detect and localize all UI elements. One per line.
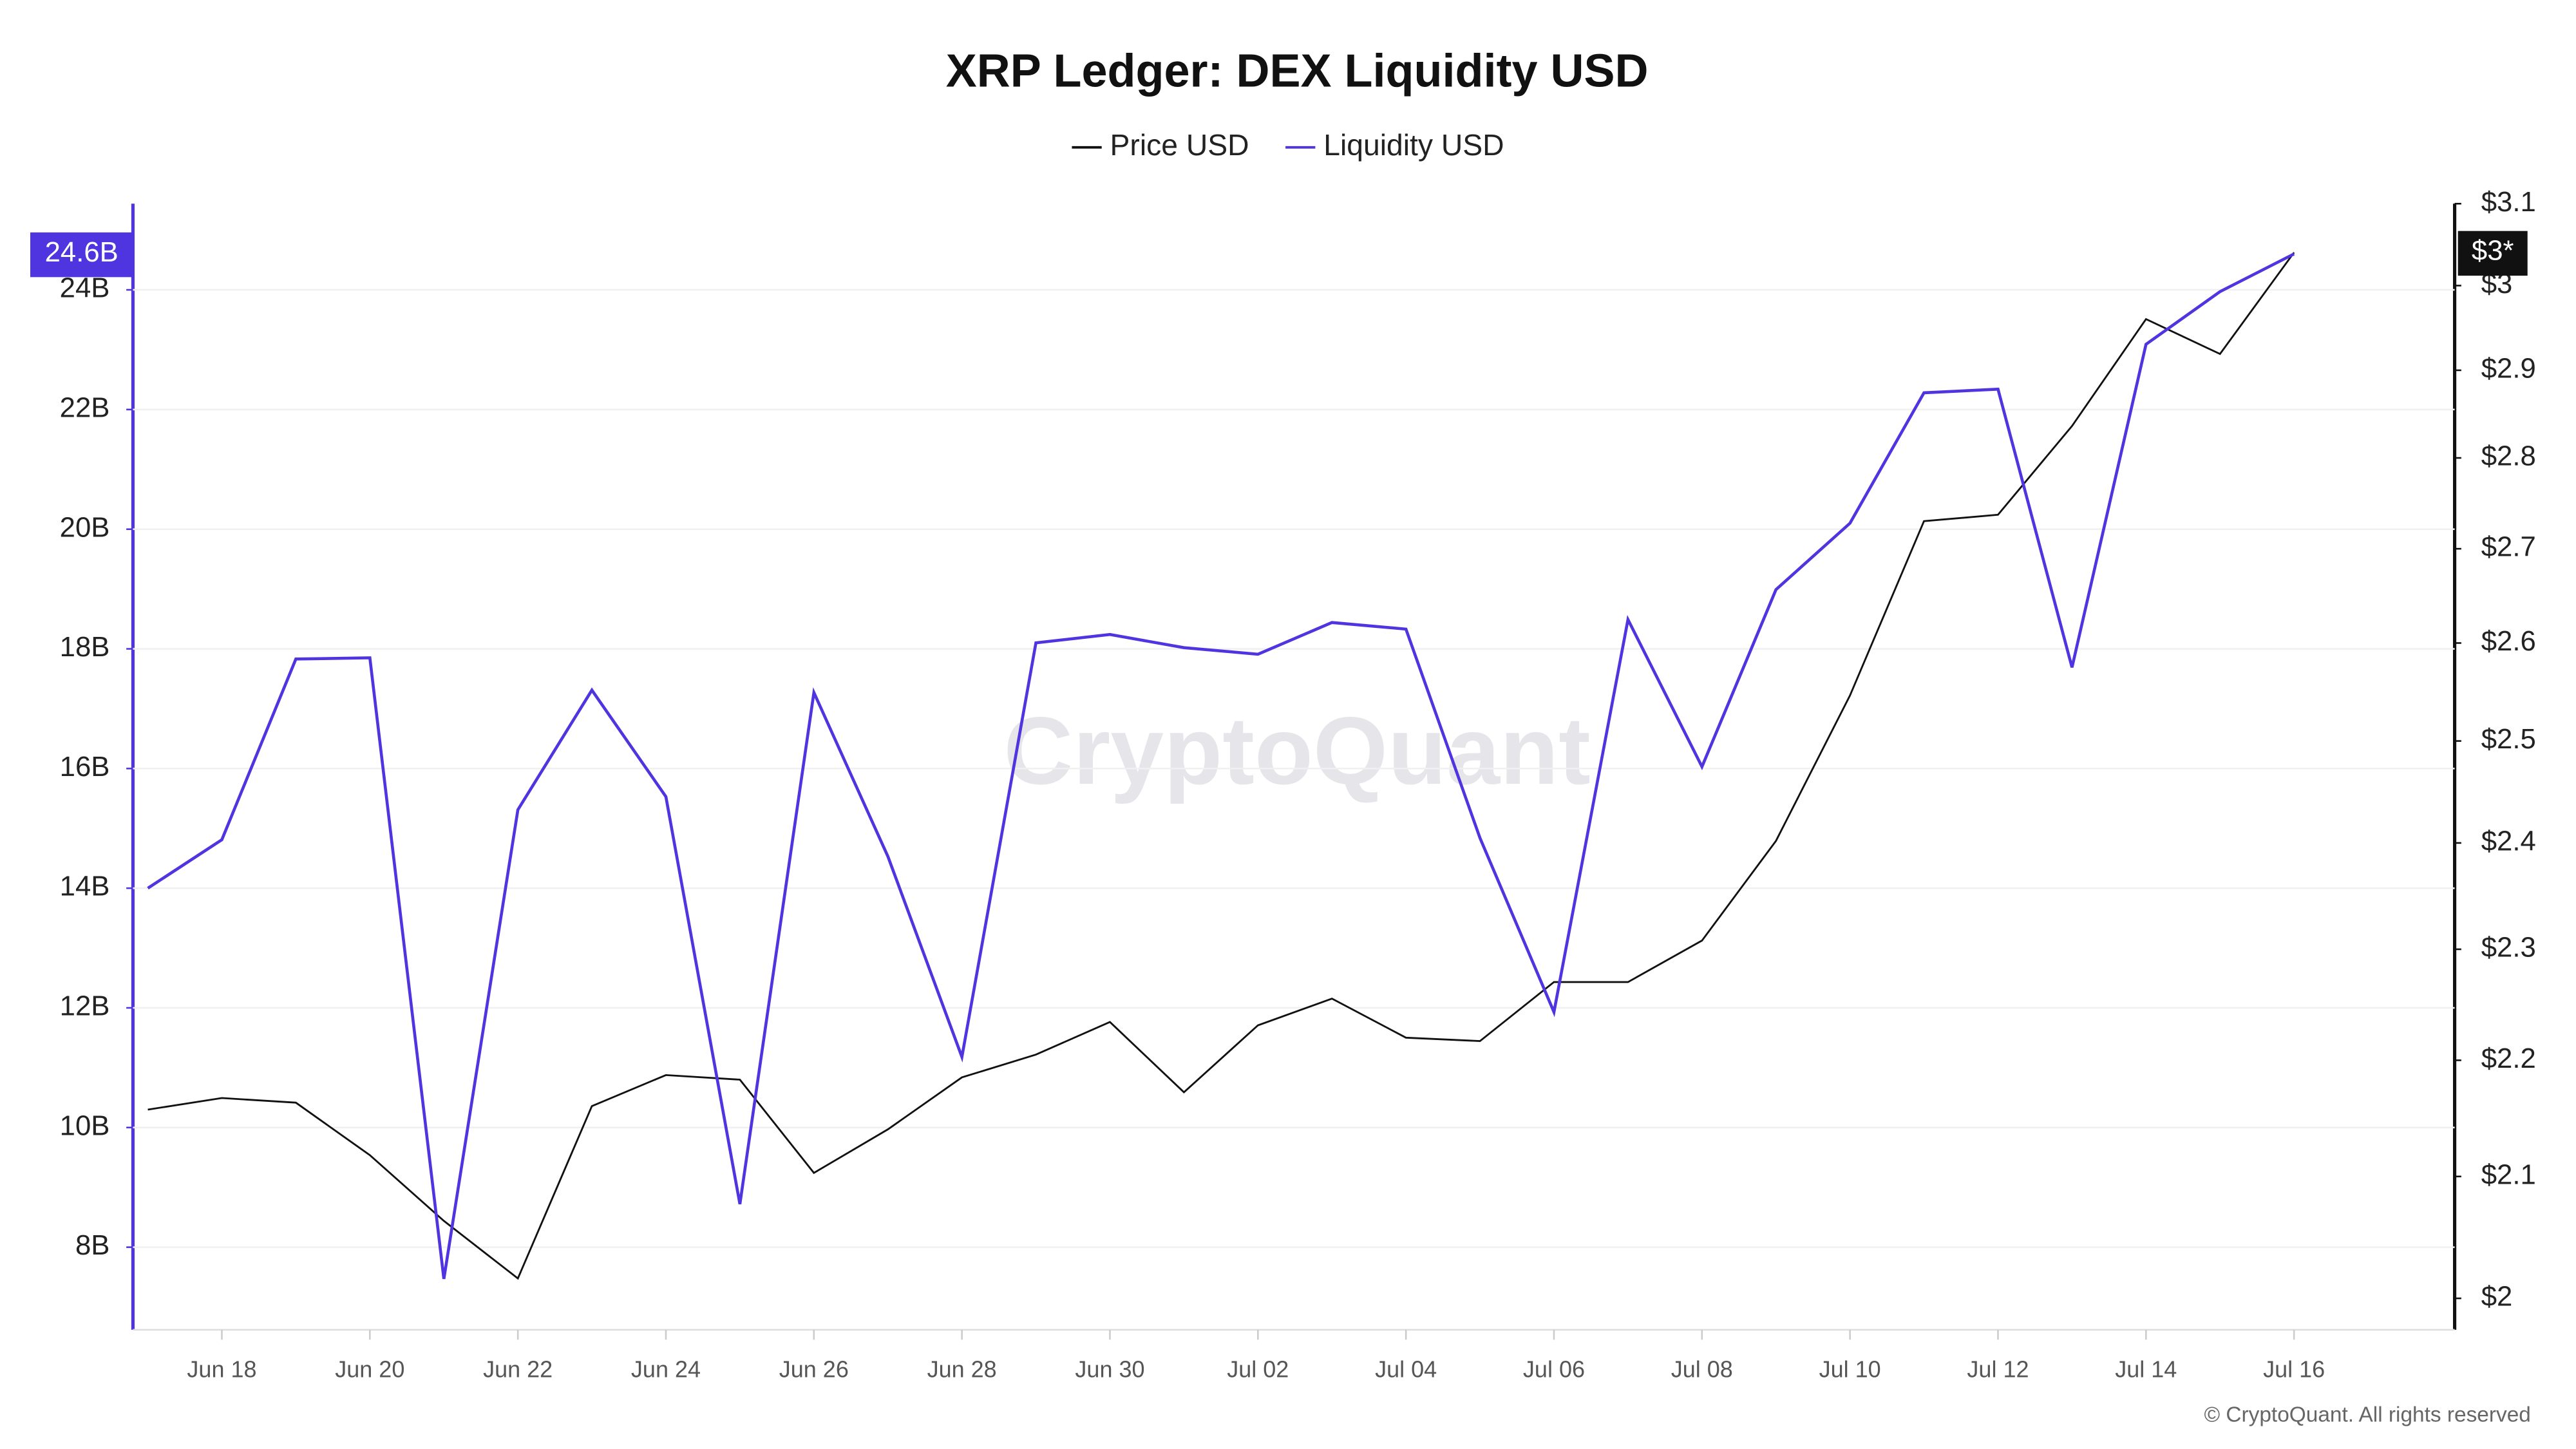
y-tick-label: 24B	[60, 272, 110, 304]
value-badge	[30, 232, 133, 278]
y-tick-label: 18B	[60, 631, 110, 663]
x-tick-label: Jul 16	[2263, 1356, 2325, 1383]
x-tick-label: Jul 02	[1227, 1356, 1289, 1383]
y-tick-label: 20B	[60, 511, 110, 543]
x-tick-label: Jul 12	[1967, 1356, 2029, 1383]
x-tick-label: Jul 14	[2115, 1356, 2177, 1383]
x-tick-label: Jul 06	[1523, 1356, 1585, 1383]
y2-tick-label: $2.1	[2481, 1159, 2536, 1190]
value-badge	[2458, 231, 2528, 276]
watermark: CryptoQuant	[1004, 697, 1591, 804]
x-tick-label: Jul 10	[1819, 1356, 1881, 1383]
x-tick-label: Jun 20	[335, 1356, 404, 1383]
y2-tick-label: $2.6	[2481, 625, 2536, 657]
x-tick-label: Jul 04	[1375, 1356, 1437, 1383]
y-tick-label: 14B	[60, 871, 110, 902]
y-tick-label: 16B	[60, 751, 110, 782]
x-tick-label: Jun 26	[779, 1356, 849, 1383]
y-tick-label: 8B	[75, 1229, 109, 1261]
x-tick-label: Jun 24	[631, 1356, 701, 1383]
y2-tick-label: $2.9	[2481, 352, 2536, 384]
y2-tick-label: $2.8	[2481, 440, 2536, 472]
legend-label: Price USD	[1110, 128, 1249, 162]
value-label: 24.6B	[45, 236, 118, 268]
x-tick-label: Jul 08	[1671, 1356, 1733, 1383]
y-tick-label: 10B	[60, 1110, 110, 1141]
footer: © CryptoQuant. All rights reserved	[2204, 1403, 2530, 1426]
line	[147, 252, 2295, 1280]
x-tick-label: Jun 18	[187, 1356, 256, 1383]
y-tick-label: 12B	[60, 990, 110, 1022]
y2-tick-label: $2.7	[2481, 531, 2536, 563]
legend-label: Liquidity USD	[1323, 128, 1504, 162]
y2-tick-label: $2.5	[2481, 723, 2536, 755]
x-tick-label: Jun 30	[1075, 1356, 1144, 1383]
y2-tick-label: $2.3	[2481, 932, 2536, 963]
line	[147, 252, 2295, 1280]
y2-tick-label: $2.2	[2481, 1043, 2536, 1074]
y2-tick-label: $3.1	[2481, 186, 2536, 218]
y-tick-label: 22B	[60, 392, 110, 423]
y2-tick-label: $2	[2481, 1281, 2513, 1312]
x-tick-label: Jun 22	[483, 1356, 553, 1383]
y2-tick-label: $2.4	[2481, 825, 2536, 857]
chart-title: XRP Ledger: DEX Liquidity USD	[946, 46, 1649, 97]
value-label: $3*	[2472, 235, 2514, 267]
x-tick-label: Jun 28	[927, 1356, 997, 1383]
